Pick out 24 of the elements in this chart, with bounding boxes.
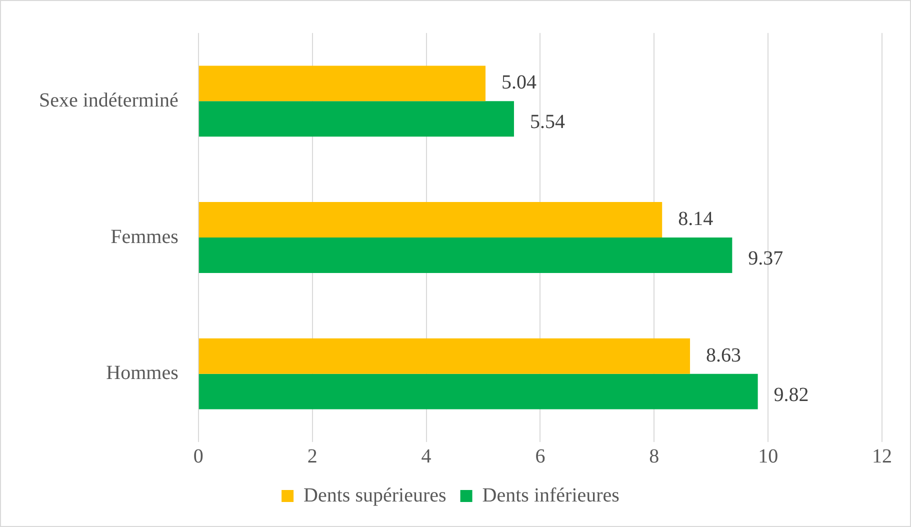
data-label: 5.54 <box>530 111 565 134</box>
legend-label: Dents supérieures <box>304 484 446 506</box>
x-tick-label: 12 <box>872 445 892 468</box>
legend-label: Dents inférieures <box>482 484 620 506</box>
bar <box>198 66 486 102</box>
data-label: 9.37 <box>748 247 784 270</box>
x-tick-label: 2 <box>307 445 318 468</box>
data-label: 9.82 <box>774 384 809 406</box>
x-tick-label: 0 <box>193 445 204 468</box>
x-tick-label: 4 <box>421 445 432 468</box>
bar <box>198 374 758 410</box>
x-tick-label: 8 <box>649 445 660 468</box>
bar <box>198 101 514 137</box>
bar <box>198 338 690 374</box>
y-tick-label: Hommes <box>106 362 179 384</box>
y-tick-label: Femmes <box>110 226 179 248</box>
x-tick-label: 10 <box>758 445 778 468</box>
data-label: 8.63 <box>706 344 742 366</box>
data-label: 5.04 <box>502 72 537 94</box>
x-tick-label: 6 <box>535 445 546 468</box>
y-tick-label: Sexe indéterminé <box>38 89 179 112</box>
bar <box>198 202 662 238</box>
bar <box>198 238 732 273</box>
data-label: 8.14 <box>678 208 714 230</box>
